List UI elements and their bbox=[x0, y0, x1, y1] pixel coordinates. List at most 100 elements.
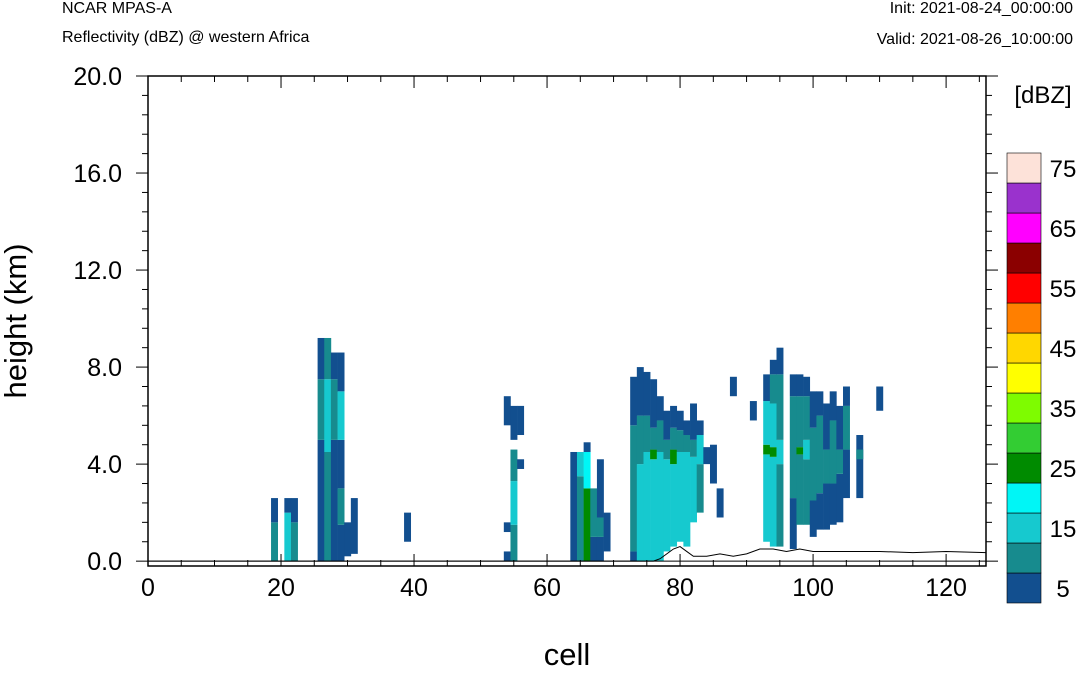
x-axis-title: cell bbox=[544, 637, 591, 672]
x-tick-label: 0 bbox=[141, 574, 155, 602]
reflectivity-cell bbox=[690, 439, 697, 457]
reflectivity-cell bbox=[271, 498, 278, 523]
reflectivity-cell bbox=[816, 493, 824, 530]
reflectivity-cell bbox=[630, 425, 638, 552]
colorbar-swatch bbox=[1006, 542, 1042, 574]
reflectivity-cell bbox=[789, 374, 797, 397]
reflectivity-cell bbox=[676, 430, 684, 452]
reflectivity-cell bbox=[776, 439, 784, 465]
reflectivity-cell bbox=[729, 376, 737, 397]
reflectivity-cell bbox=[510, 449, 518, 482]
reflectivity-cell bbox=[803, 439, 811, 460]
x-tick-label: 80 bbox=[666, 574, 694, 602]
reflectivity-cell bbox=[590, 488, 598, 537]
reflectivity-cell bbox=[317, 379, 325, 440]
reflectivity-cell bbox=[510, 524, 518, 562]
reflectivity-cell bbox=[749, 401, 757, 421]
reflectivity-cell bbox=[570, 451, 578, 562]
reflectivity-cell bbox=[843, 449, 850, 499]
reflectivity-cell bbox=[703, 447, 711, 465]
reflectivity-cell bbox=[829, 391, 837, 421]
reflectivity-cell bbox=[583, 442, 591, 452]
reflectivity-cell bbox=[796, 396, 804, 448]
reflectivity-cell bbox=[330, 379, 338, 440]
colorbar-swatch bbox=[1006, 302, 1042, 334]
reflectivity-cell bbox=[510, 481, 518, 525]
reflectivity-cell bbox=[696, 464, 704, 513]
reflectivity-cell bbox=[803, 376, 811, 397]
reflectivity-cell bbox=[337, 488, 345, 525]
y-tick-label: 8.0 bbox=[87, 354, 122, 382]
axis-ticks bbox=[136, 75, 998, 566]
reflectivity-cell bbox=[696, 435, 704, 465]
x-tick-labels: 0 20 40 60 80 100 120 bbox=[141, 574, 967, 602]
colorbar-label: 45 bbox=[1050, 336, 1077, 363]
colorbar-swatch bbox=[1006, 482, 1042, 514]
reflectivity-cell bbox=[663, 459, 671, 552]
reflectivity-cell bbox=[656, 396, 664, 421]
reflectivity-cell bbox=[676, 410, 684, 431]
reflectivity-cell bbox=[650, 449, 658, 460]
reflectivity-cell bbox=[716, 488, 724, 518]
reflectivity-cell bbox=[763, 374, 771, 402]
reflectivity-cell bbox=[517, 459, 525, 469]
reflectivity-cell bbox=[856, 449, 864, 460]
colorbar-swatch bbox=[1006, 182, 1042, 214]
reflectivity-cell bbox=[696, 420, 704, 436]
reflectivity-cell bbox=[836, 473, 844, 523]
reflectivity-cell bbox=[636, 367, 644, 416]
reflectivity-cell bbox=[596, 536, 604, 562]
reflectivity-cell bbox=[576, 451, 584, 477]
reflectivity-cell bbox=[670, 405, 678, 428]
reflectivity-cell bbox=[803, 459, 811, 525]
reflectivity-cell bbox=[690, 403, 697, 440]
x-tick-label: 100 bbox=[792, 574, 834, 602]
reflectivity-cell bbox=[517, 405, 525, 436]
reflectivity-cell bbox=[683, 435, 691, 452]
init-time: Init: 2021-08-24_00:00:00 bbox=[889, 0, 1073, 17]
x-tick-label: 120 bbox=[925, 574, 967, 602]
reflectivity-cell bbox=[636, 464, 644, 562]
reflectivity-cell bbox=[690, 456, 697, 523]
colorbar-swatch bbox=[1006, 392, 1042, 424]
reflectivity-cell bbox=[330, 439, 338, 562]
reflectivity-cell bbox=[650, 379, 658, 428]
reflectivity-cell bbox=[337, 439, 345, 489]
reflectivity-cell bbox=[670, 427, 678, 450]
reflectivity-cell bbox=[656, 451, 664, 562]
reflectivity-cell bbox=[284, 512, 292, 562]
reflectivity-cell bbox=[823, 449, 831, 484]
field-title: Reflectivity (dBZ) @ western Africa bbox=[62, 29, 310, 46]
reflectivity-cell bbox=[836, 405, 844, 450]
colorbar-units: [dBZ] bbox=[1014, 82, 1071, 109]
colorbar-swatch bbox=[1006, 512, 1042, 544]
colorbar-swatch bbox=[1006, 332, 1042, 364]
reflectivity-cell bbox=[670, 449, 678, 465]
reflectivity-cell bbox=[809, 427, 817, 501]
reflectivity-cell bbox=[796, 374, 804, 397]
reflectivity-cell bbox=[816, 415, 824, 494]
reflectivity-cell bbox=[663, 410, 671, 440]
colorbar-swatch bbox=[1006, 362, 1042, 394]
reflectivity-cell bbox=[656, 420, 664, 452]
reflectivity-cell bbox=[643, 415, 651, 452]
reflectivity-cell bbox=[843, 386, 850, 406]
colorbar-swatch bbox=[1006, 272, 1042, 304]
reflectivity-cell bbox=[829, 483, 837, 525]
colorbar-swatch bbox=[1006, 152, 1042, 184]
reflectivity-cell bbox=[583, 488, 591, 562]
reflectivity-cell bbox=[337, 524, 345, 562]
colorbar: 5 15 25 35 45 55 65 75 bbox=[1006, 152, 1077, 604]
reflectivity-cell bbox=[876, 386, 884, 411]
colorbar-swatch bbox=[1006, 422, 1042, 454]
x-tick-label: 40 bbox=[400, 574, 428, 602]
reflectivity-cell bbox=[503, 551, 511, 562]
reflectivity-cell bbox=[789, 396, 797, 499]
reflectivity-cell bbox=[776, 374, 784, 440]
x-tick-label: 60 bbox=[533, 574, 561, 602]
reflectivity-cell bbox=[796, 454, 804, 525]
reflectivity-cell bbox=[816, 391, 824, 416]
reflectivity-cell bbox=[317, 337, 325, 380]
y-tick-label: 16.0 bbox=[73, 160, 122, 188]
reflectivity-cell bbox=[763, 454, 771, 542]
